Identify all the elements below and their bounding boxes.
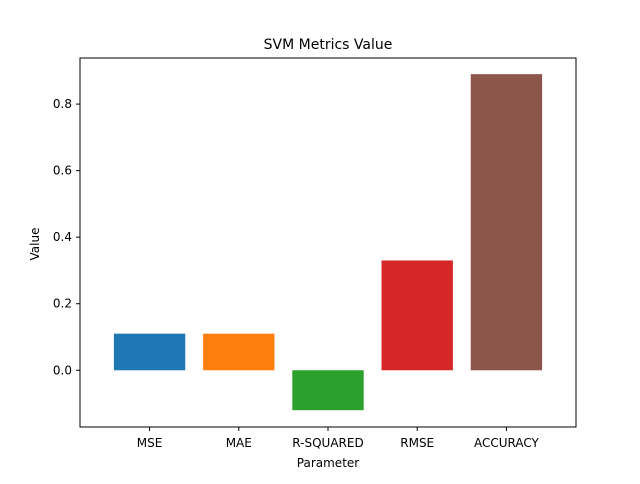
x-tick-label: R-SQUARED xyxy=(292,436,363,450)
bar-r-squared xyxy=(292,370,364,411)
x-tick-label: MAE xyxy=(226,436,252,450)
bar-accuracy xyxy=(470,74,543,371)
y-tick-label: 0.0 xyxy=(53,363,72,377)
bar-mae xyxy=(203,333,275,371)
x-axis-label: Parameter xyxy=(297,456,359,470)
y-tick-label: 0.2 xyxy=(53,297,72,311)
y-axis-label: Value xyxy=(28,228,42,261)
x-tick-label: MSE xyxy=(137,436,163,450)
bars-group xyxy=(113,74,543,411)
chart-title: SVM Metrics Value xyxy=(264,37,393,53)
x-tick-label: RMSE xyxy=(400,436,434,450)
x-axis: MSE MAE R-SQUARED RMSE ACCURACY xyxy=(137,427,540,450)
y-tick-label: 0.6 xyxy=(53,164,72,178)
y-tick-label: 0.8 xyxy=(53,97,72,111)
y-tick-label: 0.4 xyxy=(53,230,72,244)
bar-rmse xyxy=(381,260,453,371)
bar-mse xyxy=(113,333,186,371)
x-tick-label: ACCURACY xyxy=(474,436,540,450)
y-axis: 0.0 0.2 0.4 0.6 0.8 xyxy=(53,97,80,377)
